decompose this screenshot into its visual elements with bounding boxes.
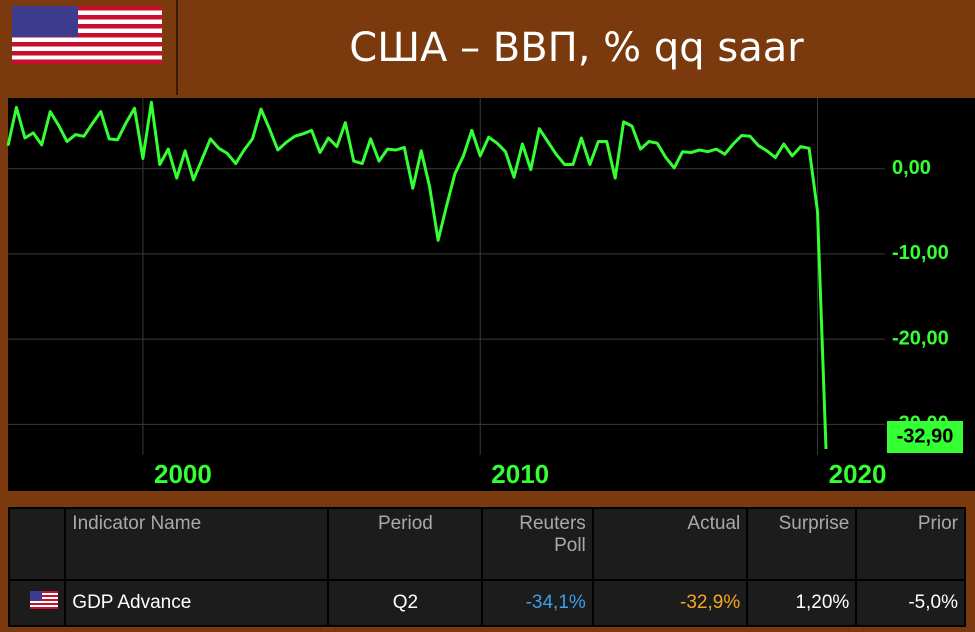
cell: GDP Advance [64,579,330,627]
data-table: Indicator Name Period Reuters Poll Actual Su… [7,507,966,627]
y-axis-area [885,98,975,455]
title: США – ВВП, % qq saar [349,24,804,71]
cell: 1,20% [746,579,858,627]
column-header: Actual [591,507,749,581]
y-tick-label: -20,00 [892,327,949,349]
cell: -34,1% [481,579,594,627]
column-header: Prior [855,507,966,581]
plot-area [8,98,885,455]
row-flag [7,579,67,627]
column-header: Reuters Poll [481,507,594,581]
flag-panel [0,0,178,95]
y-tick-label: 0,00 [892,157,931,179]
column-header: Surprise [746,507,858,581]
flag-col [7,507,67,581]
x-tick-label: 2000 [154,459,212,489]
line [6,100,828,450]
cell: -32,9% [591,579,749,627]
cell: Q2 [327,579,484,627]
x-axis-area [8,455,975,491]
us-flag [12,6,162,64]
cell: -5,0% [855,579,966,627]
row-us-flag [30,591,59,609]
x-tick-label: 2020 [829,459,887,489]
value-label: -32,90 [897,425,954,447]
x-tick-label: 2010 [491,459,549,489]
y-tick-label: -10,00 [892,242,949,264]
column-header: Period [327,507,484,581]
header-row: Indicator Name Period Reuters Poll Actual Su… [7,507,966,581]
value-label-box [887,421,963,453]
column-header: Indicator Name [64,507,330,581]
data-row: GDP Advance Q2 -34,1% -32,9% 1,20% -5,0% [7,579,966,627]
